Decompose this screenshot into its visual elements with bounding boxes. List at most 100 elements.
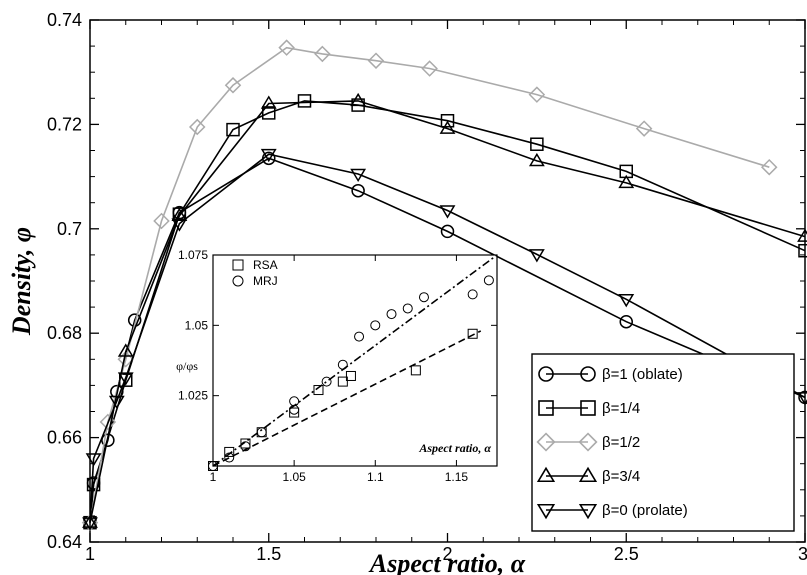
data-point (618, 294, 635, 308)
data-point (117, 351, 135, 368)
data-point (226, 122, 240, 137)
data-point (421, 60, 438, 77)
data-point (297, 94, 312, 108)
data-point (530, 137, 544, 151)
legend-entry: β=3/4 (536, 466, 640, 485)
series-4 (82, 148, 807, 531)
data-point (188, 118, 206, 136)
inset-y-tick-label: 1.05 (185, 318, 209, 332)
data-point (224, 76, 242, 94)
inset-data-point (418, 292, 429, 303)
x-axis-label: Aspect ratio, α (368, 549, 526, 575)
data-point (260, 148, 277, 163)
data-point (85, 453, 102, 467)
inset-data-point (289, 396, 300, 407)
legend-marker (536, 432, 556, 452)
inset-plot: 1 1.05 1.1 1.15 1.025 1.05 1.075 Aspect ratio, … (176, 248, 498, 484)
data-point (350, 168, 367, 183)
inset-data-point (467, 289, 478, 300)
legend-marker (536, 466, 556, 483)
inset-data-point (208, 461, 218, 471)
inset-fit-line (212, 254, 498, 467)
data-point (108, 395, 125, 410)
inset-data-point (289, 407, 300, 418)
legend-label: β=1 (oblate) (602, 366, 683, 383)
series-line (89, 100, 806, 523)
legend-label: β=0 (prolate) (602, 502, 688, 519)
x-tick-label: 2 (442, 544, 452, 564)
inset-data-point (256, 427, 267, 438)
inset-data-point (386, 309, 397, 320)
y-axis-label: Density, φ (7, 227, 36, 336)
data-point (635, 120, 653, 137)
inset-data-point (240, 441, 251, 452)
data-point (797, 392, 807, 406)
data-point (440, 224, 455, 239)
inset-data-point (313, 385, 324, 396)
inset-legend-marker (232, 275, 244, 287)
data-point (439, 205, 456, 219)
inset-legend-label: MRJ (253, 274, 278, 288)
data-point (99, 413, 117, 431)
inset-data-point (240, 438, 251, 449)
data-point (278, 39, 295, 56)
data-point (153, 212, 170, 230)
inset-data-point (224, 446, 235, 457)
data-point (618, 174, 635, 189)
data-point (86, 477, 101, 492)
data-point (82, 514, 98, 528)
data-point (440, 113, 455, 128)
inset-data-point (345, 370, 356, 381)
series-line (89, 153, 806, 523)
inset-data-point (410, 365, 421, 376)
y-tick-label: 0.7 (57, 219, 82, 239)
inset-y-tick-label: 1.075 (178, 248, 208, 262)
legend-marker (538, 400, 554, 416)
legend-entry: β=1 (oblate) (538, 366, 683, 383)
data-point (171, 207, 188, 221)
data-point (760, 158, 778, 176)
data-point (260, 95, 277, 109)
data-point (171, 218, 188, 232)
series-line (89, 46, 770, 523)
legend-entry: β=1/4 (538, 400, 640, 417)
legend-marker (578, 432, 598, 452)
inset-series-1 (208, 254, 498, 471)
inset-data-point (467, 328, 478, 339)
data-point (798, 243, 807, 258)
inset-fit-line (212, 330, 482, 467)
inset-data-point (337, 376, 348, 387)
y-tick-label: 0.64 (47, 532, 82, 552)
inset-data-point (337, 359, 348, 370)
inset-legend-label: RSA (253, 258, 278, 272)
legend-marker (538, 366, 554, 382)
inset-data-point (483, 275, 494, 286)
y-tick-label: 0.68 (47, 323, 82, 343)
inset-data-point (321, 376, 332, 387)
inset-x-tick-label: 1.05 (282, 470, 306, 484)
inset-data-point (370, 320, 381, 331)
data-point (439, 120, 456, 134)
inset-data-point (224, 452, 235, 463)
data-point (117, 372, 134, 386)
data-point (367, 52, 385, 69)
data-point (351, 183, 365, 198)
data-point (528, 86, 546, 103)
data-point (262, 106, 276, 120)
inset-data-point (289, 404, 300, 415)
y-axis: 0.64 0.66 0.68 0.7 0.72 0.74 (47, 10, 805, 552)
y-tick-label: 0.66 (47, 428, 82, 448)
series-3 (82, 92, 807, 528)
data-point (82, 517, 98, 531)
main-plot: 1 1.5 2 2.5 3 0.64 0.66 0.68 0.7 0.72 0.74 Aspect r… (7, 10, 807, 575)
legend-label: β=1/2 (602, 434, 640, 451)
inset-legend: RSA MRJ (232, 258, 278, 288)
inset-x-tick-label: 1.15 (445, 470, 469, 484)
inset-y-tick-label: 1.025 (178, 389, 208, 403)
legend-entry: β=0 (prolate) (536, 502, 688, 520)
x-tick-label: 1.5 (256, 544, 281, 564)
legend-marker (580, 366, 596, 382)
legend-marker (578, 503, 598, 520)
data-point (314, 45, 331, 63)
y-tick-label: 0.74 (47, 10, 82, 30)
